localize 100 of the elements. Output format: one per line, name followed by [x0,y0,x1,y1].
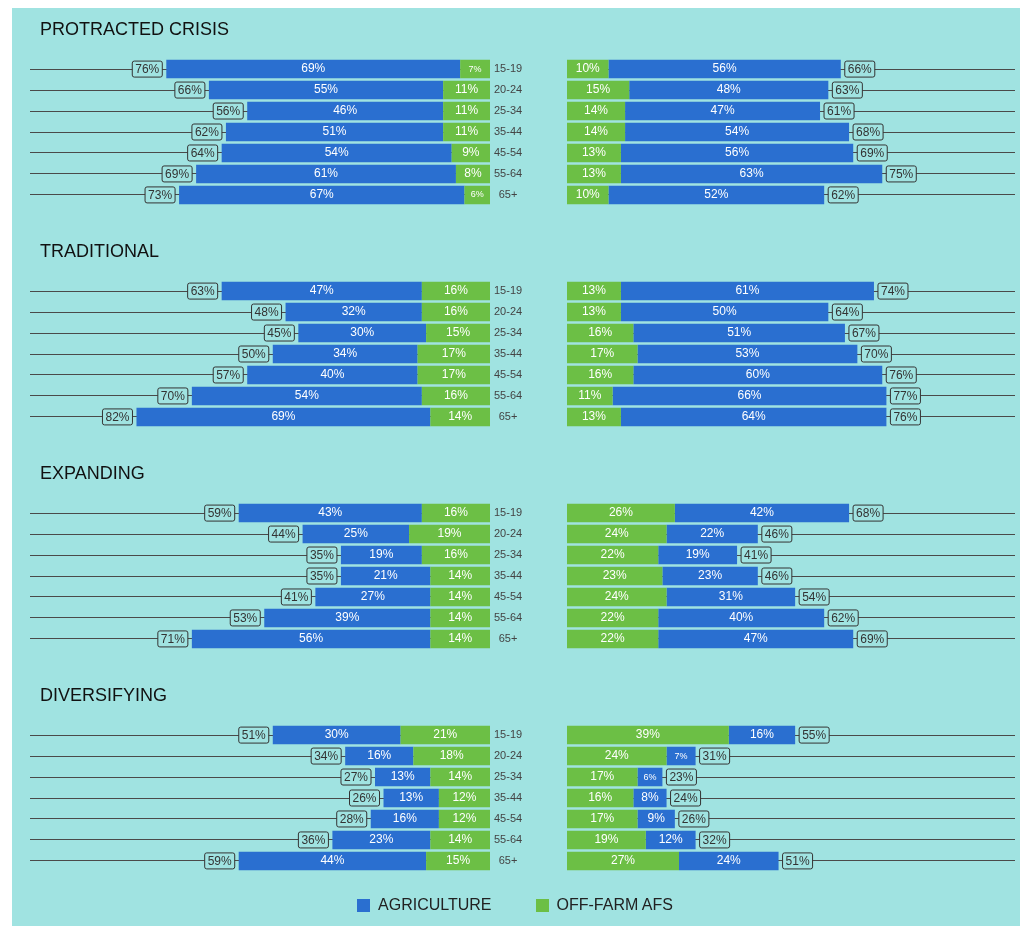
data-label: 16% [443,505,469,520]
data-label: 17% [590,346,615,361]
y-tick-label: 35-44 [494,569,523,582]
y-tick-label: 20-24 [494,305,523,318]
data-label: 15% [446,853,471,868]
data-label: 31% [718,589,744,604]
y-tick-label: 35-44 [494,791,523,804]
data-label: 10% [575,187,601,202]
bar [136,407,431,427]
data-label: 11% [578,388,602,403]
bar [332,830,431,850]
y-tick-label: 15-19 [494,728,523,741]
bar [179,185,465,205]
data-label: 16% [443,388,469,403]
total-label: 62% [831,611,856,626]
data-label: 12% [658,832,684,847]
total-label: 62% [194,125,220,140]
total-label: 26% [352,791,377,806]
data-label: 14% [448,589,473,604]
total-label: 36% [301,833,326,848]
data-label: 14% [584,103,609,118]
data-label: 69% [301,61,326,76]
data-label: 11% [455,82,479,97]
total-label: 76% [893,410,918,425]
data-label: 23% [602,568,628,583]
total-label: 54% [802,590,827,605]
bar [662,566,758,586]
data-label: 48% [716,82,742,97]
bar [567,524,667,544]
data-label: 14% [448,832,473,847]
total-label: 28% [339,812,365,827]
y-tick-label: 20-24 [494,527,523,540]
data-label: 16% [367,748,392,763]
data-label: 61% [735,283,760,298]
bar [567,725,729,745]
y-tick-label: 25-34 [494,104,523,117]
data-label: 23% [698,568,723,583]
data-label: 44% [320,853,345,868]
total-label: 51% [785,854,810,869]
bar [247,101,444,121]
data-label: 17% [441,367,467,382]
data-label: 13% [581,145,607,160]
y-tick-label: 15-19 [494,62,523,75]
total-label: 77% [893,389,918,404]
bar [608,59,841,79]
data-label: 8% [641,790,659,805]
data-label: 54% [725,124,750,139]
y-tick-label: 45-54 [494,812,523,824]
y-tick-label: 55-64 [494,388,523,401]
data-label: 9% [647,811,666,826]
bar [196,164,456,184]
data-label: 56% [725,145,750,160]
bar [225,122,444,142]
bar [567,587,667,607]
bar [264,608,431,628]
total-label: 32% [702,833,727,848]
data-label: 19% [369,547,394,562]
y-tick-label: 65+ [498,187,518,200]
total-label: 57% [216,368,241,383]
bar [315,587,431,607]
data-label: 24% [604,589,630,604]
bar [567,503,675,523]
data-label: 13% [581,283,607,298]
data-label: 32% [341,304,367,319]
data-label: 56% [712,61,737,76]
bar [191,629,431,649]
bar [247,365,418,385]
total-label: 69% [860,632,885,647]
data-label: 34% [333,346,358,361]
total-label: 34% [314,749,339,764]
data-label: 13% [581,304,607,319]
total-label: 27% [343,770,369,785]
bar [620,281,874,301]
data-label: 24% [604,748,630,763]
total-label: 59% [207,854,233,869]
data-label: 16% [443,547,469,562]
data-label: 10% [575,61,601,76]
data-label: 13% [399,790,424,805]
y-tick-label: 35-44 [494,347,523,360]
data-label: 13% [581,166,607,181]
total-label: 66% [177,83,203,98]
y-tick-label: 65+ [498,631,518,644]
data-label: 23% [369,832,394,847]
total-label: 74% [880,284,906,299]
bar [679,851,779,871]
total-label: 56% [216,104,241,119]
data-label: 63% [739,166,764,181]
total-label: 62% [831,188,856,203]
data-label: 54% [324,145,349,160]
data-label: 7% [674,750,688,761]
data-label: 43% [318,505,343,520]
data-label: 14% [448,610,473,625]
total-label: 76% [135,62,160,77]
total-label: 46% [764,569,790,584]
total-label: 69% [860,146,885,161]
total-label: 35% [309,569,335,584]
y-tick-label: 45-54 [494,590,523,602]
y-tick-label: 65+ [498,409,518,422]
total-label: 68% [856,125,881,140]
chart-title: PROTRACTED CRISIS [40,19,230,40]
